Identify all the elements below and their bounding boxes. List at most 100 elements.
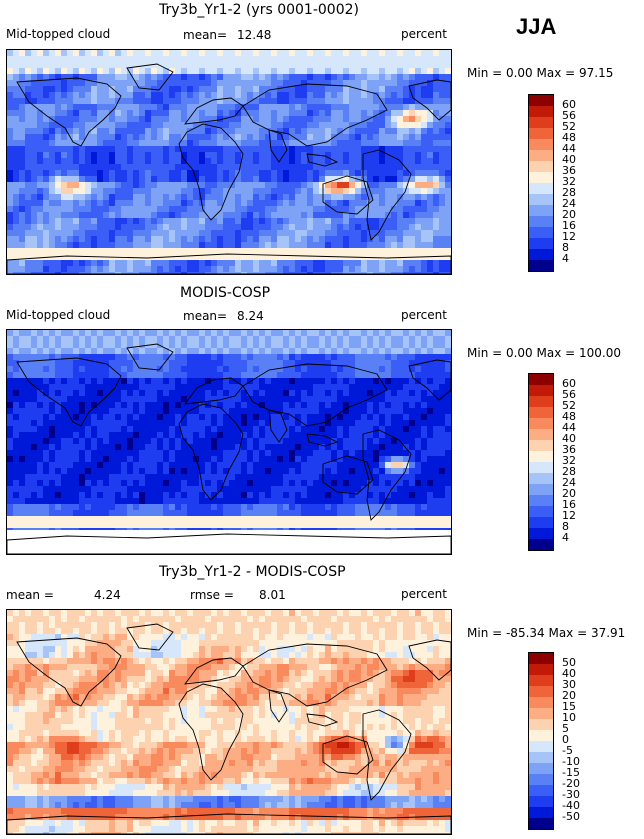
coastline (362, 709, 412, 801)
panel2-colorbar (528, 373, 554, 551)
colorbar-tick-label: 56 (562, 109, 576, 122)
colorbar-tick-label: 40 (562, 153, 576, 166)
panel3-minmax: Min = -85.34 Max = 37.91 (467, 626, 626, 640)
panel2-map-field (7, 330, 451, 554)
panel2-title: MODIS-COSP (180, 285, 271, 301)
colorbar-tick-label: 32 (562, 175, 576, 188)
colorbar-tick-label: 30 (562, 678, 576, 691)
coastline (268, 689, 288, 723)
colorbar-tick-label: -30 (562, 788, 580, 801)
colorbar-tick-label: 52 (562, 120, 576, 133)
colorbar-swatch (529, 484, 553, 496)
map-field-cells (7, 330, 451, 554)
panel3-rmse-value: 8.01 (259, 588, 286, 602)
colorbar-tick-label: 4 (562, 531, 569, 544)
colorbar-tick-label: 4 (562, 252, 569, 265)
colorbar-tick-label: 8 (562, 241, 569, 254)
colorbar-tick-label: 15 (562, 700, 576, 713)
colorbar-tick-label: -50 (562, 810, 580, 823)
panel3-mean-label: mean = (6, 588, 54, 602)
colorbar-tick-label: 12 (562, 230, 576, 243)
coastline (362, 429, 412, 521)
panel1-minmax: Min = 0.00 Max = 97.15 (467, 66, 614, 80)
colorbar-swatch (529, 429, 553, 441)
colorbar-tick-label: 48 (562, 131, 576, 144)
coastline (306, 433, 339, 447)
panel2-mean-label: mean= (183, 309, 228, 323)
colorbar-tick-label: -20 (562, 777, 580, 790)
colorbar-swatch (529, 517, 553, 529)
colorbar-tick-label: 44 (562, 142, 576, 155)
coastline (178, 403, 244, 501)
colorbar-swatch (529, 708, 553, 720)
colorbar-swatch (529, 730, 553, 742)
coastline-outlines (7, 343, 451, 554)
colorbar-tick-label: 24 (562, 476, 576, 489)
coastline (178, 123, 244, 221)
colorbar-swatch (529, 172, 553, 184)
colorbar-tick-label: 52 (562, 399, 576, 412)
coastline (306, 713, 339, 727)
panel1-map-field (7, 50, 451, 274)
colorbar-tick-label: 20 (562, 208, 576, 221)
coastline (16, 637, 122, 707)
colorbar-tick-label: 60 (562, 98, 576, 111)
colorbar-tick-label: 8 (562, 520, 569, 533)
coastline (16, 357, 122, 427)
colorbar-swatch (529, 653, 553, 665)
colorbar-tick-label: 12 (562, 509, 576, 522)
colorbar-tick-label: -10 (562, 755, 580, 768)
coastline (268, 129, 288, 163)
coastline (408, 639, 451, 681)
panel2-colorbar-swatches (529, 374, 553, 550)
colorbar-swatch (529, 260, 553, 271)
colorbar-swatch (529, 719, 553, 731)
colorbar-swatch (529, 385, 553, 397)
coastline (7, 533, 451, 554)
coastline (16, 77, 122, 147)
colorbar-swatch (529, 763, 553, 775)
panel1-colorbar-swatches (529, 95, 553, 271)
colorbar-swatch (529, 686, 553, 698)
colorbar-tick-label: 56 (562, 388, 576, 401)
colorbar-swatch (529, 528, 553, 540)
colorbar-swatch (529, 741, 553, 753)
coastline (408, 359, 451, 401)
colorbar-swatch (529, 473, 553, 485)
coastline (322, 735, 374, 775)
colorbar-tick-label: 5 (562, 722, 569, 735)
panel3-mean-value: 4.24 (94, 588, 121, 602)
colorbar-swatch (529, 785, 553, 797)
colorbar-tick-label: 44 (562, 421, 576, 434)
colorbar-tick-label: 24 (562, 197, 576, 210)
panel1-variable-label: Mid-topped cloud (6, 27, 111, 41)
colorbar-swatch (529, 506, 553, 518)
colorbar-tick-label: 50 (562, 656, 576, 669)
colorbar-swatch (529, 664, 553, 676)
colorbar-tick-label: -40 (562, 799, 580, 812)
colorbar-tick-label: 36 (562, 164, 576, 177)
coastline-outlines (7, 63, 451, 274)
panel1-map (6, 49, 452, 275)
coastline (322, 175, 374, 215)
colorbar-tick-label: 32 (562, 454, 576, 467)
colorbar-swatch (529, 407, 553, 419)
colorbar-swatch (529, 117, 553, 129)
coastline (7, 253, 451, 274)
colorbar-swatch (529, 697, 553, 709)
coastline (126, 623, 174, 651)
map-field-cells (7, 610, 451, 834)
map-field-cells (7, 50, 451, 274)
panel3-rmse-label: rmse = (190, 588, 234, 602)
colorbar-swatch (529, 396, 553, 408)
colorbar-swatch (529, 374, 553, 386)
coastline (7, 813, 451, 834)
coastline-outlines (7, 623, 451, 834)
colorbar-swatch (529, 752, 553, 764)
colorbar-swatch (529, 205, 553, 217)
season-label: JJA (516, 14, 557, 39)
colorbar-swatch (529, 818, 553, 829)
colorbar-swatch (529, 495, 553, 507)
panel3-colorbar (528, 652, 554, 830)
panel3-map (6, 609, 452, 835)
